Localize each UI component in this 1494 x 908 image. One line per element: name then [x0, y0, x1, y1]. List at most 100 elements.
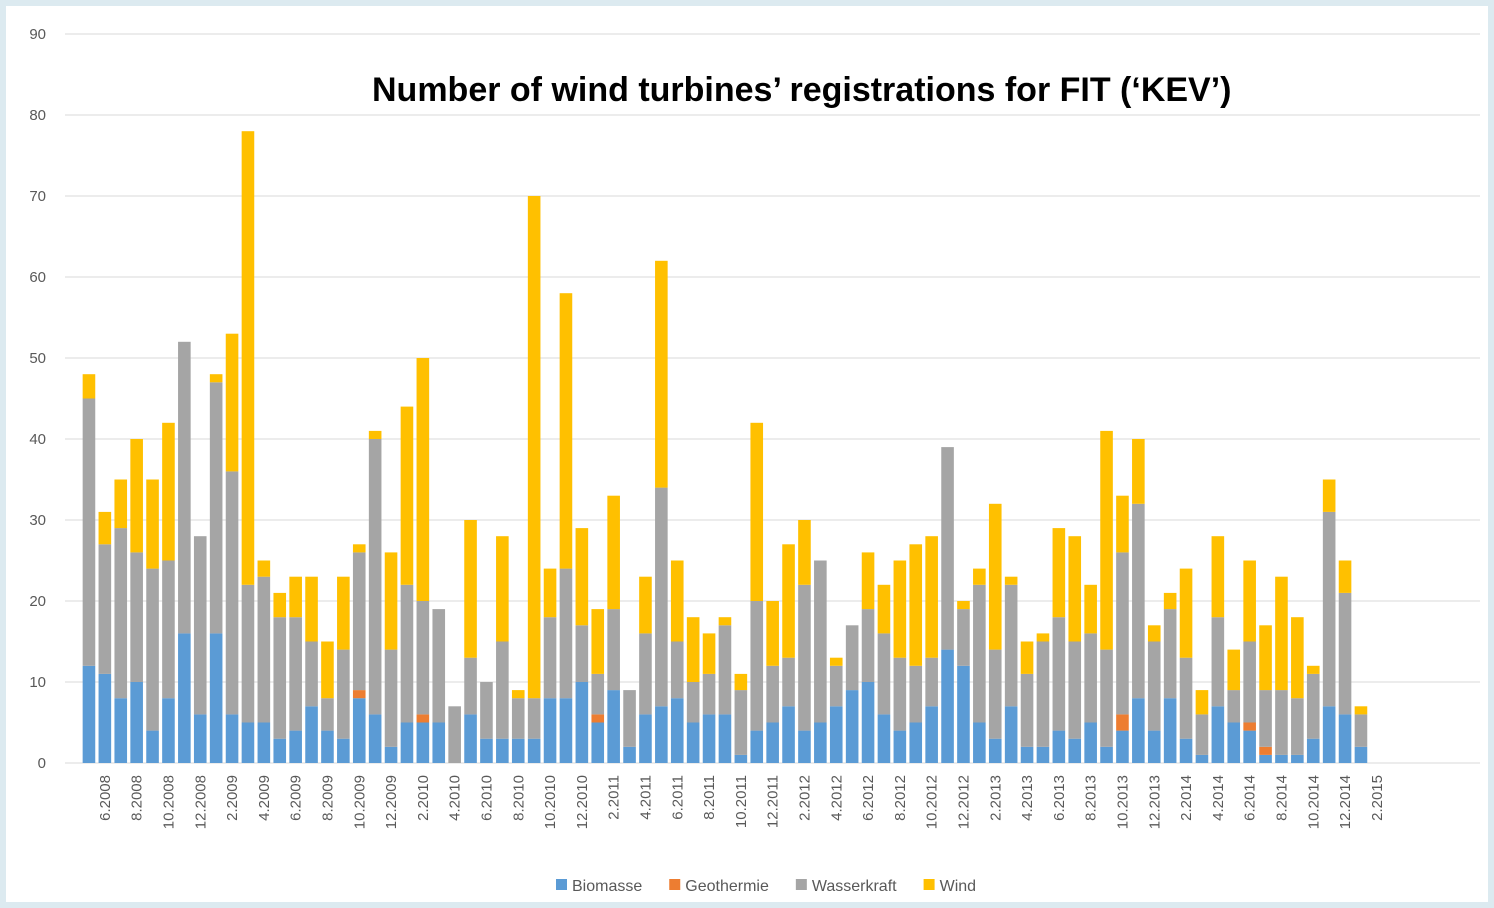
- bar-segment: [464, 520, 477, 658]
- bar-segment: [257, 576, 271, 723]
- bar-segment: [82, 374, 96, 399]
- bar-segment: [464, 657, 477, 715]
- bar-segment: [1132, 698, 1145, 763]
- bar-segment: [321, 730, 334, 763]
- bar-segment: [909, 665, 923, 723]
- x-tick-label: 10.2009: [351, 775, 368, 829]
- bar-segment: [1195, 690, 1209, 715]
- bar-segment: [829, 657, 843, 666]
- x-tick-label: 6.2010: [478, 775, 495, 821]
- bar-segment: [384, 552, 398, 650]
- x-tick-label: 8.2014: [1273, 775, 1290, 821]
- bar-segment: [829, 665, 843, 707]
- bar-segment: [400, 406, 414, 585]
- bar-segment: [1052, 528, 1066, 618]
- bar-segment: [464, 714, 477, 763]
- chart-title: Number of wind turbines’ registrations f…: [372, 71, 1232, 109]
- x-tick-label: 10.2010: [542, 775, 559, 829]
- x-tick-label: 6.2013: [1051, 775, 1068, 821]
- bar-segment: [1020, 641, 1034, 674]
- bar-segment: [877, 714, 891, 763]
- bar-segment: [241, 722, 255, 763]
- bar-segment: [766, 601, 779, 666]
- bar-segment: [766, 722, 779, 763]
- bar-segment: [1354, 746, 1368, 763]
- bar-segment: [416, 601, 430, 715]
- x-tick-label: 12.2014: [1337, 775, 1354, 829]
- bar-segment: [82, 665, 96, 763]
- bar-segment: [1259, 746, 1272, 755]
- bar-segment: [607, 690, 620, 763]
- bar-segment: [957, 665, 970, 763]
- bar-segment: [877, 633, 891, 715]
- bar-segment: [575, 625, 589, 682]
- bar-segment: [1020, 746, 1034, 763]
- bar-segment: [988, 738, 1002, 763]
- bar-segment: [352, 552, 366, 691]
- bar-segment: [1132, 503, 1145, 699]
- y-tick-label: 10: [29, 674, 46, 691]
- x-tick-label: 2.2013: [987, 775, 1004, 821]
- bar-segment: [1322, 511, 1336, 707]
- bar-segment: [1291, 617, 1304, 699]
- bar-segment: [798, 584, 811, 731]
- bar-segment: [1052, 730, 1066, 763]
- bar-segment: [511, 690, 525, 699]
- bar-segment: [1020, 673, 1034, 747]
- bar-segment: [909, 722, 923, 763]
- bar-segment: [209, 382, 223, 634]
- bar-segment: [178, 633, 191, 763]
- bar-segment: [591, 714, 605, 723]
- y-tick-label: 20: [29, 593, 46, 610]
- bar-segment: [273, 738, 287, 763]
- bar-segment: [686, 617, 700, 682]
- bar-segment: [750, 601, 764, 731]
- bar-segment: [1195, 714, 1209, 755]
- y-tick-label: 60: [29, 269, 46, 286]
- bar-segment: [511, 738, 525, 763]
- x-tick-label: 12.2008: [192, 775, 209, 829]
- bar-segment: [750, 422, 764, 601]
- bar-segment: [1338, 714, 1352, 763]
- bar-segment: [543, 568, 557, 618]
- bar-segment: [289, 576, 302, 618]
- bar-segment: [1354, 714, 1368, 747]
- bar-segment: [559, 568, 573, 699]
- bar-segment: [400, 722, 414, 763]
- bar-segment: [1100, 430, 1113, 650]
- legend-label: Biomasse: [572, 878, 642, 895]
- bar-segment: [1306, 673, 1320, 739]
- x-tick-label: 4.2012: [828, 775, 845, 821]
- bar-segment: [368, 439, 382, 715]
- bar-segment: [1243, 560, 1256, 642]
- bar-segment: [527, 196, 541, 699]
- bar-segment: [814, 560, 827, 723]
- bar-segment: [193, 536, 207, 715]
- bar-segment: [782, 657, 795, 707]
- x-tick-label: 6.2011: [669, 775, 686, 820]
- bar-segment: [1275, 690, 1288, 755]
- bar-segment: [798, 730, 811, 763]
- bar-segment: [1084, 584, 1097, 634]
- bar-segment: [400, 584, 414, 723]
- bar-segment: [480, 682, 493, 739]
- bar-segment: [1132, 439, 1145, 504]
- legend-swatch: [795, 879, 807, 890]
- bar-segment: [543, 698, 557, 763]
- bar-segment: [925, 657, 938, 707]
- bar-segment: [973, 568, 986, 585]
- bar-segment: [702, 714, 716, 763]
- bar-segment: [1179, 738, 1193, 763]
- x-tick-label: 6.2012: [860, 775, 877, 821]
- bar-segment: [352, 544, 366, 553]
- bar-segment: [670, 698, 684, 763]
- bar-segment: [146, 568, 159, 731]
- bar-segment: [273, 617, 287, 739]
- x-tick-label: 4.2010: [447, 775, 464, 821]
- bar-segment: [1179, 657, 1193, 739]
- bar-segment: [702, 633, 716, 674]
- bar-segment: [1227, 690, 1241, 723]
- bar-segment: [941, 447, 954, 650]
- bar-segment: [289, 730, 302, 763]
